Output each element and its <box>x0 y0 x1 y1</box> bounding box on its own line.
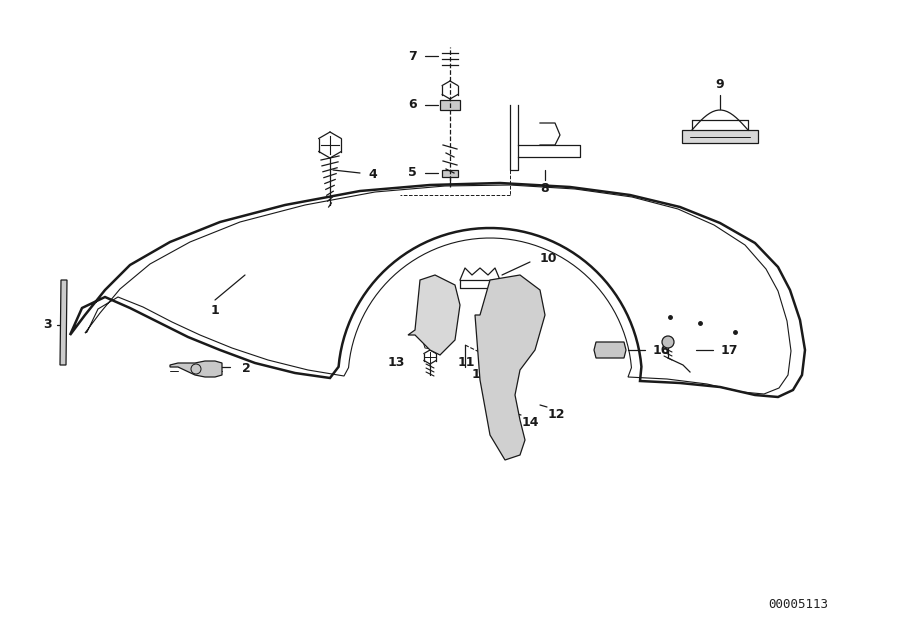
Polygon shape <box>442 170 458 177</box>
Text: 9: 9 <box>716 79 724 91</box>
Text: 17: 17 <box>721 344 739 356</box>
Text: 3: 3 <box>44 319 52 331</box>
Text: 7: 7 <box>409 50 417 62</box>
Text: 12: 12 <box>548 408 565 422</box>
Polygon shape <box>408 275 460 355</box>
Text: 00005113: 00005113 <box>768 599 828 612</box>
Polygon shape <box>594 342 626 358</box>
Text: 13: 13 <box>388 356 405 370</box>
Text: 5: 5 <box>409 166 417 180</box>
Text: 8: 8 <box>541 182 549 194</box>
Text: 14: 14 <box>522 415 539 429</box>
Text: 6: 6 <box>409 98 417 112</box>
Polygon shape <box>170 361 222 377</box>
Circle shape <box>662 336 674 348</box>
Polygon shape <box>60 280 67 365</box>
Text: 2: 2 <box>242 361 251 375</box>
Text: 10: 10 <box>540 251 557 265</box>
Text: 11: 11 <box>458 356 475 370</box>
Polygon shape <box>475 275 545 460</box>
Text: 15: 15 <box>472 368 490 382</box>
Text: 4: 4 <box>368 168 377 180</box>
Polygon shape <box>440 100 460 110</box>
Text: 16: 16 <box>653 344 670 356</box>
Polygon shape <box>682 130 758 143</box>
Text: 1: 1 <box>211 304 220 316</box>
